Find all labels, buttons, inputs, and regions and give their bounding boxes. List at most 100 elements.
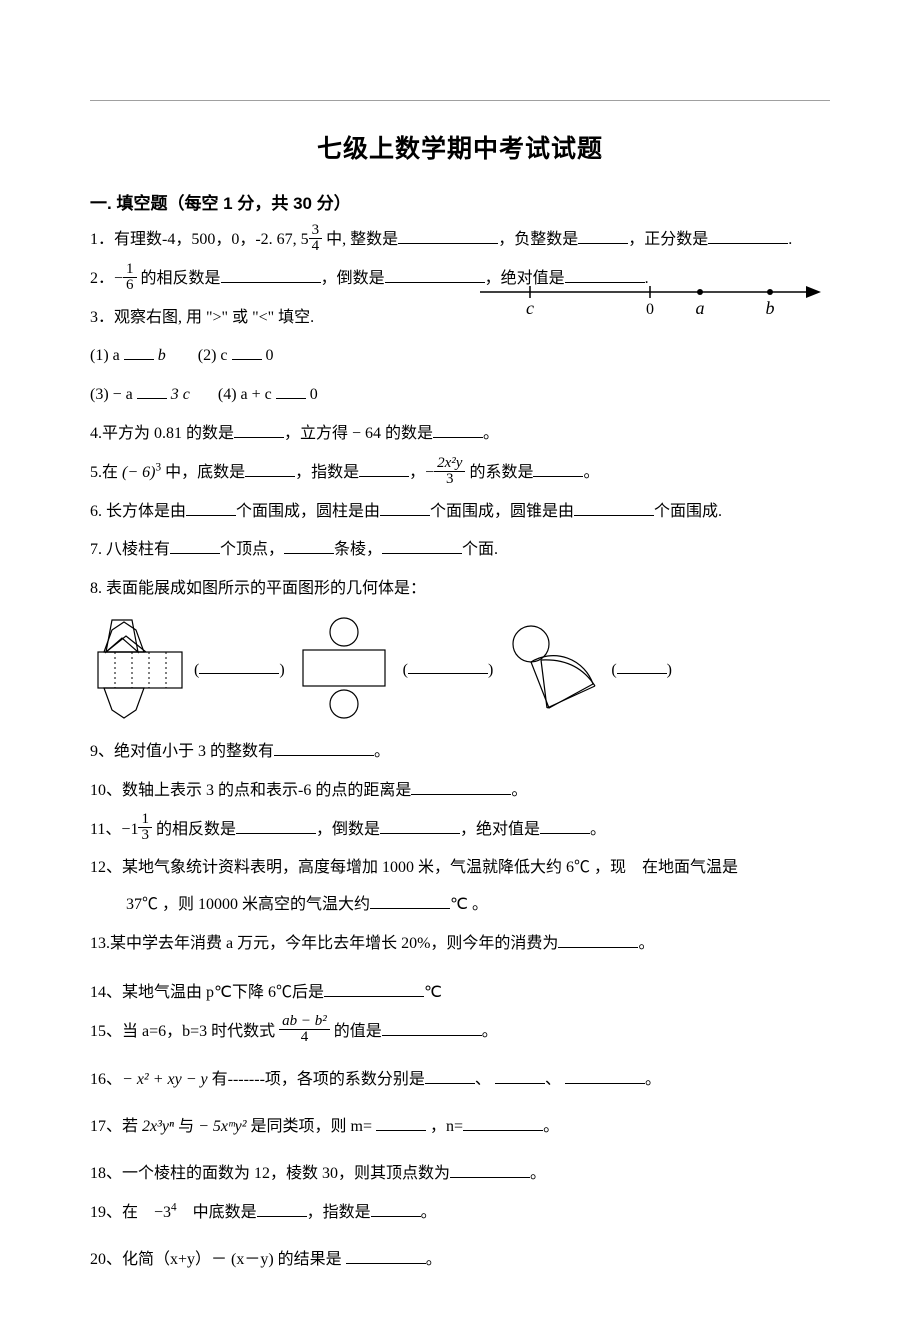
blank	[382, 539, 462, 554]
question-9: 9、绝对值小于 3 的整数有 。	[90, 734, 830, 771]
q10-tail: 。	[511, 782, 527, 799]
q2-a: 的相反数是	[137, 270, 221, 287]
q1-tail: .	[788, 231, 792, 248]
blank	[708, 229, 788, 244]
question-17: 17、若 2x³yⁿ 与 − 5xᵐy² 是同类项，则 m= ，n=。	[90, 1109, 830, 1146]
q5-a: 5.在	[90, 464, 122, 481]
q7-b: 个顶点，	[220, 541, 284, 558]
shape-pentagonal-prism-net-icon	[90, 614, 190, 724]
q5-c: ，指数是	[295, 464, 359, 481]
q17-tail: 。	[543, 1118, 559, 1135]
q20-a: 20、化简（x+y）－ (x－y) 的结果是	[90, 1251, 346, 1268]
q11-den: 3	[138, 828, 152, 843]
q17-b: 是同类项，则 m=	[247, 1118, 376, 1135]
blank	[411, 779, 511, 794]
question-19: 19、在 −34 中底数是，指数是。	[90, 1195, 830, 1232]
q12-c: ℃ 。	[450, 896, 488, 913]
q11-whole: 1	[130, 812, 138, 849]
q18-tail: 。	[530, 1165, 546, 1182]
q2-num: 1	[123, 262, 137, 278]
blank	[199, 659, 279, 674]
question-20: 20、化简（x+y）－ (x－y) 的结果是 。	[90, 1242, 830, 1279]
q3-4b: 0	[306, 386, 318, 403]
blank	[565, 1069, 645, 1084]
q3-4a: (4) a + c	[218, 386, 276, 403]
blank	[463, 1116, 543, 1131]
blank	[221, 267, 321, 282]
q11-a: 11、	[90, 821, 121, 838]
q4-b: ，立方得 − 64 的数是	[284, 425, 433, 442]
blank	[408, 659, 488, 674]
question-10: 10、数轴上表示 3 的点和表示-6 的点的距离是。	[90, 773, 830, 810]
blank	[533, 461, 583, 476]
shape-cone-net-icon	[497, 614, 607, 724]
q1-prefix: 1．有理数-4，500，0，-2. 67,	[90, 231, 301, 248]
blank	[425, 1069, 475, 1084]
q4-tail: 。	[483, 425, 499, 442]
q1-mid3: ，正分数是	[628, 231, 708, 248]
q12-b: 37℃ ，则 10000 米高空的气温大约	[90, 896, 370, 913]
question-3-row2: (3) − a 3 c (4) a + c 0	[90, 377, 830, 414]
question-11: 11、−113 的相反数是，倒数是，绝对值是。	[90, 812, 830, 849]
q19-b: 中底数是	[177, 1204, 257, 1221]
blank	[376, 1116, 426, 1131]
q1-mixed-whole: 5	[301, 222, 309, 259]
q11-neg: −	[121, 821, 130, 838]
q11-c: ，倒数是	[316, 821, 380, 838]
q3-2a: (2) c	[198, 347, 232, 364]
blank	[578, 229, 628, 244]
q19-base: −3	[154, 1204, 171, 1221]
blank	[124, 345, 154, 360]
q17-t2: − 5xᵐy²	[198, 1118, 246, 1135]
blank	[234, 423, 284, 438]
q15-den: 4	[279, 1030, 330, 1045]
q1-mid2: ，负整数是	[498, 231, 578, 248]
blank	[359, 461, 409, 476]
q1-mixed-den: 4	[309, 239, 323, 254]
q2-neg: −	[114, 270, 123, 287]
blank	[540, 818, 590, 833]
nl-zero: 0	[646, 301, 654, 318]
nl-c: c	[526, 298, 534, 318]
question-5: 5.在 (− 6)3 中，底数是，指数是，−2x²y3 的系数是。	[90, 455, 830, 492]
q5-num: 2x²y	[434, 456, 465, 472]
blank	[232, 345, 262, 360]
q19-c: ，指数是	[307, 1204, 371, 1221]
question-16: 16、− x² + xy − y 有-------项，各项的系数分别是、 、 。	[90, 1062, 830, 1099]
q14-b: ℃	[424, 984, 442, 1001]
blank	[137, 384, 167, 399]
question-12: 12、某地气象统计资料表明，高度每增加 1000 米，气温就降低大约 6℃ ，现…	[90, 850, 830, 924]
blank	[324, 981, 424, 996]
q17-mid: 与	[174, 1118, 198, 1135]
blank	[170, 539, 220, 554]
q20-tail: 。	[426, 1251, 442, 1268]
q13-a: 13.某中学去年消费 a 万元，今年比去年增长 20%，则今年的消费为	[90, 935, 558, 952]
q5-den: 3	[434, 472, 465, 487]
q4-a: 4.平方为 0.81 的数是	[90, 425, 234, 442]
q15-b: 的值是	[330, 1023, 382, 1040]
number-line-figure: c 0 a b	[470, 280, 830, 329]
q7-a: 7. 八棱柱有	[90, 541, 170, 558]
q9-a: 9、绝对值小于 3 的整数有	[90, 743, 274, 760]
blank	[558, 933, 638, 948]
q14-a: 14、某地气温由 p℃下降 6℃后是	[90, 984, 324, 1001]
blank	[380, 818, 460, 833]
q3-2b: 0	[262, 347, 274, 364]
q3-3b: 3 c	[167, 386, 190, 403]
q3-1b: b	[154, 347, 166, 364]
q7-c: 条棱，	[334, 541, 382, 558]
shapes-row: () () ()	[90, 614, 830, 724]
q6-c: 个面围成，圆锥是由	[430, 503, 574, 520]
q15-a: 15、当 a=6，b=3 时代数式	[90, 1023, 279, 1040]
blank	[370, 894, 450, 909]
q9-tail: 。	[374, 743, 390, 760]
q15-num: ab − b²	[279, 1014, 330, 1030]
number-line-svg: c 0 a b	[470, 280, 830, 324]
q1-mid1: 中, 整数是	[322, 231, 398, 248]
q11-d: ，绝对值是	[460, 821, 540, 838]
shape-cylinder-net-icon	[289, 614, 399, 724]
q17-a: 17、若	[90, 1118, 142, 1135]
blank	[245, 461, 295, 476]
q6-a: 6. 长方体是由	[90, 503, 186, 520]
q11-tail: 。	[590, 821, 606, 838]
